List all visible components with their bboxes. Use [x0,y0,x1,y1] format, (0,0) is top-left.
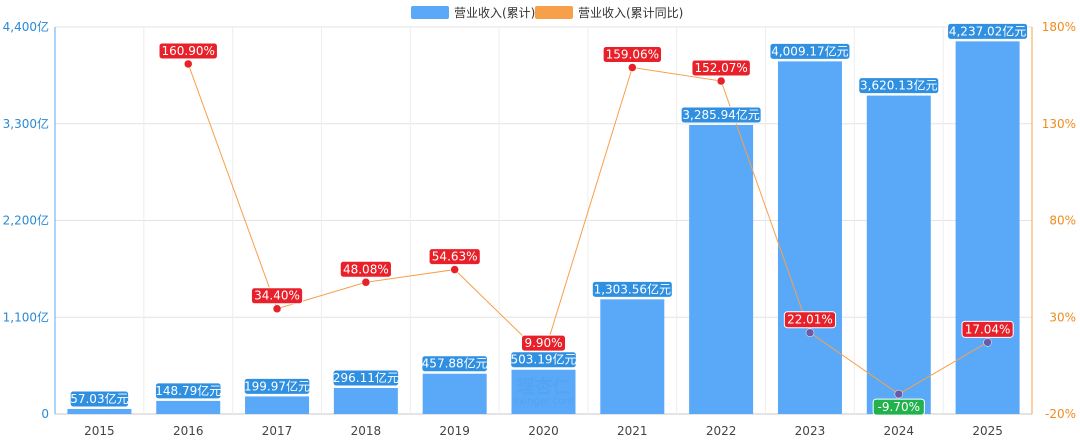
bar[interactable] [67,408,132,414]
bar[interactable] [422,373,487,414]
line-value-label-text: 17.04% [965,322,1011,336]
watermark-url: lixinger.com [513,396,574,407]
bar-value-label-text: 199.97亿元 [244,378,310,393]
bar[interactable] [333,387,398,414]
line-point[interactable] [183,59,193,69]
bars [67,41,1020,415]
line-value-label: 159.06% [602,46,663,64]
line-value-label: -9.70% [872,398,925,416]
line-point[interactable] [361,278,371,287]
bar-value-label: 3,285.94亿元 [680,106,762,124]
bar[interactable] [689,124,754,415]
bar[interactable] [866,95,931,414]
y-left-tick-label: 2,200亿 [3,213,49,228]
line-value-label: 9.90% [521,334,566,352]
line-value-label-text: -9.70% [878,400,920,414]
x-tick-label: 2015 [84,424,115,438]
bar[interactable] [245,396,310,414]
bar-value-label-text: 4,237.02亿元 [949,23,1026,38]
line-point[interactable] [894,389,904,399]
legend-swatch-line[interactable] [535,6,573,19]
x-tick-label: 2024 [883,424,914,438]
bar[interactable] [511,369,576,414]
bar-value-label-text: 4,009.17亿元 [771,43,848,58]
y-left-tick-label: 1,100亿 [3,309,49,324]
line-point[interactable] [450,265,459,274]
watermark-logo: 理杏仁 [517,376,571,398]
x-tick-label: 2020 [528,424,559,438]
bar-value-label: 199.97亿元 [243,377,311,395]
line-value-label-text: 9.90% [524,336,562,350]
line-value-label: 22.01% [783,311,837,329]
bar-value-label: 3,620.13亿元 [858,77,940,95]
bar-value-label: 503.19亿元 [510,351,577,369]
y-left-tick-label: 3,300亿 [3,116,49,131]
line-point[interactable] [983,338,992,347]
y-left-tick-label: 0 [41,407,49,421]
line-value-label: 54.63% [428,248,481,266]
legend-swatch-bar[interactable] [411,6,449,19]
bar-value-label-text: 1,303.56亿元 [594,281,671,296]
line-value-label-text: 48.08% [343,262,389,276]
bar-value-label-text: 57.03亿元 [70,391,128,406]
y-right-tick-label: 80% [1049,214,1076,228]
bar-value-label-text: 457.88亿元 [422,356,488,371]
bar-value-label-text: 296.11亿元 [333,370,399,385]
line-value-label-text: 159.06% [606,48,659,62]
bar-value-label-text: 503.19亿元 [511,352,577,367]
bar-value-label: 4,009.17亿元 [769,42,851,60]
legend[interactable]: 营业收入(累计) 营业收入(累计同比) [411,6,683,20]
y-right-tick-label: -20% [1045,407,1076,421]
line-value-label-text: 54.63% [432,250,478,264]
bar[interactable] [955,41,1020,414]
axes: 0 1,100亿 2,200亿 3,300亿 4,400亿 -20% 30% 80% 130% 1… [3,19,1076,438]
data-labels: 57.03亿元 148.79亿元 199.97亿元 296.11亿元 457.88亿元 5… [69,22,1029,416]
x-tick-label: 2025 [972,424,1003,438]
bar[interactable] [156,400,221,414]
line-path [187,63,988,395]
line-value-label: 152.07% [691,59,751,77]
line-point[interactable] [628,63,637,72]
x-tick-label: 2023 [795,424,826,438]
bar-value-label-text: 148.79亿元 [155,383,221,398]
x-tick-label: 2022 [706,424,737,438]
line-value-label: 160.90% [158,42,218,60]
bar-value-label: 148.79亿元 [154,382,222,400]
bar-value-label: 296.11亿元 [332,369,400,387]
y-left-tick-label: 4,400亿 [3,19,49,34]
bar-value-label-text: 3,620.13亿元 [860,78,937,93]
bar-value-label: 1,303.56亿元 [591,280,673,298]
legend-label-bar[interactable]: 营业收入(累计) [454,6,535,20]
bar-value-label: 57.03亿元 [69,390,130,408]
line-value-label-text: 22.01% [787,313,833,327]
bar-value-label-text: 3,285.94亿元 [682,107,759,122]
x-tick-label: 2016 [173,424,204,438]
y-right-tick-label: 130% [1042,117,1076,131]
bar-value-label: 457.88亿元 [421,355,488,373]
legend-label-line[interactable]: 营业收入(累计同比) [578,6,683,20]
line-value-label: 17.04% [961,320,1014,338]
line-value-label-text: 152.07% [694,61,747,75]
x-tick-label: 2021 [617,424,648,438]
y-right-tick-label: 180% [1042,20,1076,34]
line-value-label: 34.40% [250,287,304,305]
bar[interactable] [600,299,665,414]
line-value-label-text: 160.90% [162,44,215,58]
line-point[interactable] [716,76,726,86]
line-point[interactable] [272,304,282,313]
x-tick-label: 2017 [262,424,293,438]
y-right-tick-label: 30% [1049,310,1076,324]
line-value-label: 48.08% [339,260,392,278]
bar-value-label: 4,237.02亿元 [947,22,1029,40]
bar[interactable] [777,61,842,414]
line-value-label-text: 34.40% [254,289,300,303]
x-tick-label: 2018 [351,424,382,438]
x-tick-label: 2019 [439,424,470,438]
line-point[interactable] [805,328,815,337]
